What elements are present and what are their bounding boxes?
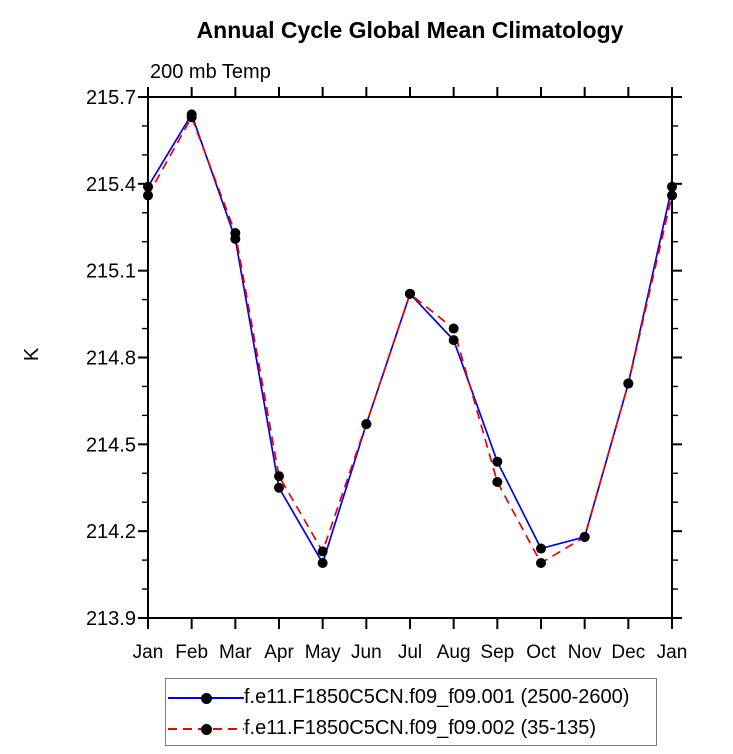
chart-subtitle: 200 mb Temp: [150, 61, 271, 83]
data-point-series-2: [405, 288, 415, 299]
axis-frame: [147, 96, 673, 619]
y-tick-label: 215.7: [86, 87, 136, 109]
month-label: Jan: [133, 642, 164, 663]
data-point-series-2: [143, 190, 153, 201]
y-tick-label: 215.1: [86, 261, 136, 283]
month-label: Feb: [175, 642, 208, 663]
data-point-series-2: [667, 190, 677, 201]
y-tick-label: 215.4: [86, 174, 136, 196]
month-label: Apr: [264, 642, 294, 663]
data-point-series-2: [448, 323, 459, 334]
data-point-series-2: [623, 378, 634, 389]
y-tick-label: 214.2: [86, 521, 136, 543]
legend-label-series-2: f.e11.F1850C5CN.f09_f09.002 (35-135): [244, 717, 597, 739]
data-point-series-2: [186, 112, 197, 123]
month-label: Nov: [568, 642, 602, 663]
month-label: Sep: [480, 642, 514, 663]
legend-item-series-2: f.e11.F1850C5CN.f09_f09.002 (35-135): [166, 713, 656, 744]
data-point-series-1: [448, 335, 459, 346]
series-line-1: [147, 112, 673, 566]
data-point-series-1: [317, 558, 328, 569]
data-point-series-1: [536, 543, 546, 554]
data-point-series-1: [667, 181, 677, 192]
month-label: Jun: [351, 642, 382, 663]
series-1-line-marker-icon: [168, 692, 244, 704]
month-label: Jan: [657, 642, 688, 663]
month-label: May: [305, 642, 341, 663]
data-point-series-2: [230, 228, 241, 239]
chart-title: Annual Cycle Global Mean Climatology: [196, 17, 624, 43]
month-label: Mar: [219, 642, 252, 663]
legend-item-series-1: f.e11.F1850C5CN.f09_f09.001 (2500-2600): [166, 682, 656, 713]
data-point-series-2: [274, 471, 284, 482]
month-label: Dec: [611, 642, 645, 663]
y-tick-label: 213.9: [86, 608, 136, 630]
month-label: Aug: [437, 642, 471, 663]
data-point-series-1: [492, 456, 503, 467]
legend: f.e11.F1850C5CN.f09_f09.001 (2500-2600) …: [165, 678, 657, 746]
data-point-series-1: [274, 482, 284, 493]
data-point-series-2: [579, 531, 590, 542]
month-label: Jul: [398, 642, 422, 663]
data-point-series-1: [143, 181, 153, 192]
black-dot-marker-icon: [201, 723, 212, 735]
black-dot-marker-icon: [201, 692, 212, 704]
legend-label-series-1: f.e11.F1850C5CN.f09_f09.001 (2500-2600): [244, 686, 630, 708]
series-2-line-marker-icon: [168, 723, 244, 735]
series-line-2: [147, 115, 673, 565]
y-tick-label: 214.5: [86, 434, 136, 456]
data-point-series-2: [492, 476, 503, 487]
data-point-series-2: [361, 419, 372, 430]
y-tick-label: 214.8: [86, 348, 136, 370]
data-point-series-2: [536, 558, 546, 569]
month-label: Oct: [526, 642, 556, 663]
data-point-series-2: [317, 546, 328, 557]
